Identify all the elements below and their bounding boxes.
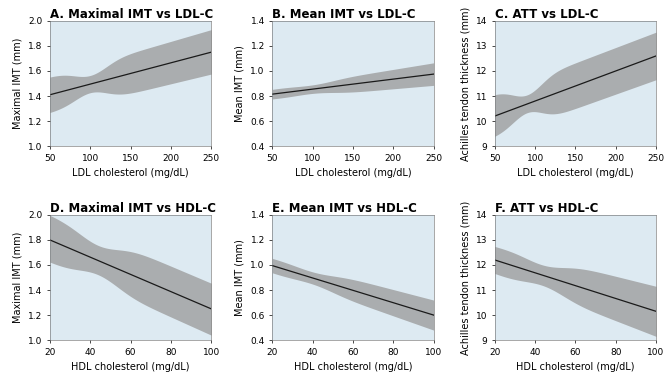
X-axis label: LDL cholesterol (mg/dL): LDL cholesterol (mg/dL) <box>72 168 189 178</box>
X-axis label: LDL cholesterol (mg/dL): LDL cholesterol (mg/dL) <box>517 168 634 178</box>
Text: E. Mean IMT vs HDL-C: E. Mean IMT vs HDL-C <box>272 202 418 215</box>
Y-axis label: Mean IMT (mm): Mean IMT (mm) <box>235 239 245 316</box>
X-axis label: LDL cholesterol (mg/dL): LDL cholesterol (mg/dL) <box>294 168 412 178</box>
Text: D. Maximal IMT vs HDL-C: D. Maximal IMT vs HDL-C <box>50 202 216 215</box>
Y-axis label: Achilles tendon thickness (mm): Achilles tendon thickness (mm) <box>460 200 470 355</box>
Text: B. Mean IMT vs LDL-C: B. Mean IMT vs LDL-C <box>272 8 416 21</box>
Y-axis label: Maximal IMT (mm): Maximal IMT (mm) <box>13 38 23 129</box>
Text: F. ATT vs HDL-C: F. ATT vs HDL-C <box>495 202 598 215</box>
X-axis label: HDL cholesterol (mg/dL): HDL cholesterol (mg/dL) <box>516 362 635 372</box>
X-axis label: HDL cholesterol (mg/dL): HDL cholesterol (mg/dL) <box>71 362 190 372</box>
Text: C. ATT vs LDL-C: C. ATT vs LDL-C <box>495 8 598 21</box>
Y-axis label: Maximal IMT (mm): Maximal IMT (mm) <box>13 232 23 323</box>
Y-axis label: Achilles tendon thickness (mm): Achilles tendon thickness (mm) <box>460 6 470 161</box>
X-axis label: HDL cholesterol (mg/dL): HDL cholesterol (mg/dL) <box>294 362 412 372</box>
Y-axis label: Mean IMT (mm): Mean IMT (mm) <box>235 45 245 122</box>
Text: A. Maximal IMT vs LDL-C: A. Maximal IMT vs LDL-C <box>50 8 213 21</box>
